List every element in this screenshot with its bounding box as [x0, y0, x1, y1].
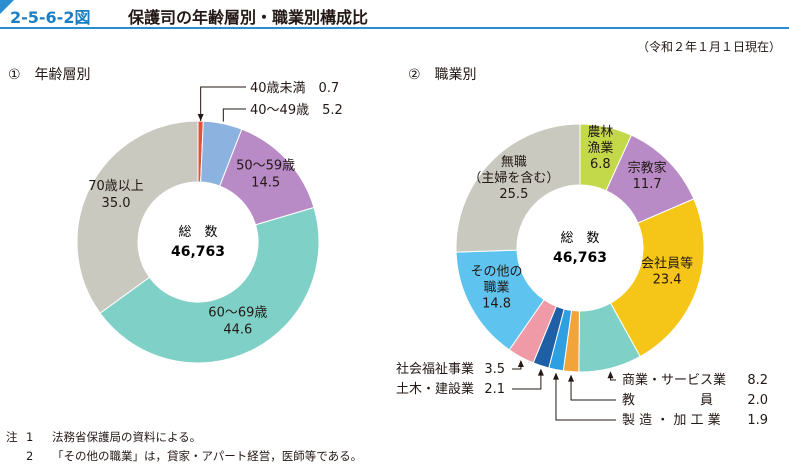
slice-label: 教 員 — [622, 392, 713, 408]
notes: 注 1 法務省保護局の資料による。 2 「その他の職業」は，貸家・アパート経営，医師等… — [6, 428, 362, 466]
leader-arrow — [197, 114, 204, 122]
note-lead: 注 — [6, 430, 18, 444]
note-text: 法務省保護局の資料による。 — [52, 430, 202, 444]
center-label: 総 数 — [560, 231, 599, 246]
slice-label: 農林 — [587, 125, 613, 140]
slice-label: 40歳未満 0.7 — [250, 81, 339, 96]
figure-number: 2-5-6-2図 — [10, 8, 91, 27]
leader-arrow — [537, 368, 544, 376]
slice-label: 製 造 ・ 加 工 業 — [622, 412, 721, 428]
slice-value: 2.0 — [747, 393, 768, 408]
pie-slice — [609, 198, 705, 358]
slice-label: 土木・建設業 — [396, 381, 474, 397]
slice-value: 35.0 — [102, 196, 131, 211]
slice-value: 1.9 — [747, 413, 768, 428]
slice-label: 宗教家 — [628, 160, 667, 176]
slice-label: （主婦を含む） — [468, 170, 559, 186]
leader-arrow — [607, 371, 614, 379]
note-number: 2 — [26, 449, 34, 463]
leader-line — [555, 373, 616, 421]
figure-header: 2-5-6-2図 保護司の年齢層別・職業別構成比 — [0, 0, 789, 32]
note-row: 注 1 法務省保護局の資料による。 — [6, 428, 362, 447]
slice-label: 職業 — [484, 279, 510, 295]
center-value: 46,763 — [171, 244, 225, 260]
age-donut-chart: 総 数 46,763 40歳未満 0.7 40～49歳 5.2 50～59歳 14.5 60… — [76, 81, 343, 364]
note-row: 2 「その他の職業」は，貸家・アパート経営，医師等である。 — [6, 447, 362, 466]
slice-value: 14.8 — [482, 296, 511, 311]
slice-value: 6.8 — [590, 157, 611, 172]
slice-label: 50～59歳 — [236, 159, 295, 174]
figure-title: 保護司の年齢層別・職業別構成比 — [128, 8, 369, 27]
slice-label: 会社員等 — [641, 256, 693, 272]
slice-label: 40～49歳 5.2 — [250, 103, 343, 118]
section-label-occupation: ② 職業別 — [408, 67, 477, 83]
note-number: 1 — [26, 430, 34, 444]
leader-line — [200, 86, 246, 122]
leader-arrow — [568, 374, 575, 382]
slice-value: 25.5 — [499, 187, 528, 202]
slice-value: 44.6 — [223, 323, 252, 338]
pie-slice — [76, 120, 199, 314]
slice-value: 2.1 — [484, 382, 505, 397]
slice-value: 14.5 — [251, 176, 280, 191]
slice-value: 23.4 — [653, 273, 682, 288]
leader-line — [512, 369, 542, 390]
slice-label: 60～69歳 — [208, 306, 267, 321]
pie-slice — [455, 123, 581, 253]
slice-label: 70歳以上 — [88, 179, 144, 194]
header-rule — [0, 27, 789, 29]
header-marker — [0, 0, 14, 14]
note-text: 「その他の職業」は，貸家・アパート経営，医師等である。 — [52, 449, 363, 463]
slice-label: 商業・サービス業 — [622, 372, 726, 388]
as-of-date: （令和２年１月１日現在） — [636, 40, 781, 54]
slice-label: 社会福祉事業 — [396, 361, 474, 377]
center-label: 総 数 — [178, 225, 217, 240]
slice-label: その他の — [471, 264, 523, 279]
slice-value: 8.2 — [747, 373, 768, 388]
leader-arrow — [552, 372, 559, 380]
leader-line — [570, 375, 616, 401]
slice-value: 3.5 — [484, 362, 505, 377]
pie-slice — [99, 206, 320, 364]
center-value: 46,763 — [553, 250, 607, 266]
leader-arrow — [517, 360, 524, 368]
slice-label: 漁業 — [587, 140, 613, 156]
slice-value: 11.7 — [633, 177, 662, 192]
section-label-age: ① 年齢層別 — [8, 67, 91, 83]
slice-label: 無職 — [501, 155, 527, 170]
leader-line — [222, 108, 246, 122]
